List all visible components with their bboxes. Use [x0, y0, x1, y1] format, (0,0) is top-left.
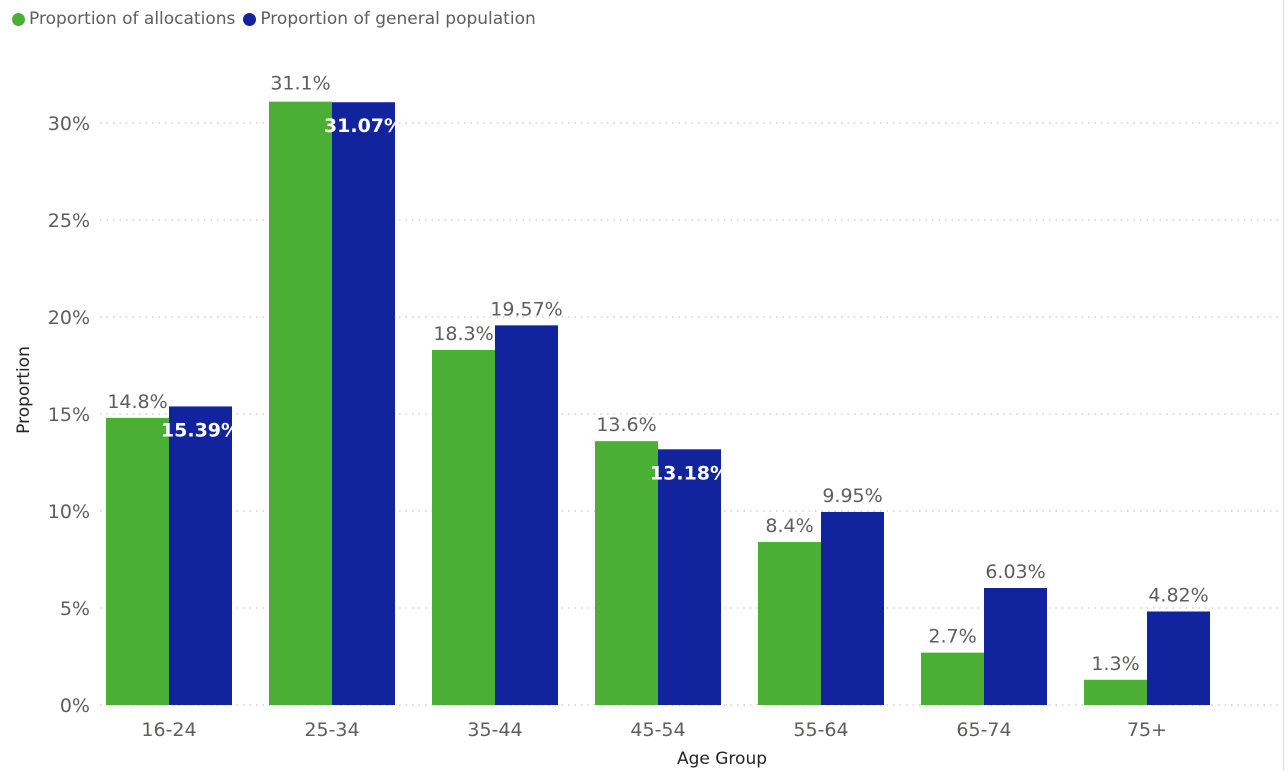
data-label-allocations: 31.1%	[270, 73, 330, 95]
y-tick-label: 0%	[60, 695, 90, 717]
x-tick-label: 25-34	[304, 719, 359, 741]
legend-marker-population	[243, 12, 257, 26]
legend: Proportion of allocations Proportion of …	[12, 9, 544, 29]
data-label-allocations: 1.3%	[1091, 653, 1139, 675]
data-label-population: 4.82%	[1148, 584, 1208, 606]
bar-population	[1147, 611, 1210, 705]
data-label-allocations: 18.3%	[433, 323, 493, 345]
bar-population	[984, 588, 1047, 705]
data-label-population: 9.95%	[822, 485, 882, 507]
legend-label-allocations: Proportion of allocations	[29, 9, 236, 29]
y-tick-label: 10%	[48, 501, 90, 523]
y-tick-label: 25%	[48, 210, 90, 232]
legend-item-population[interactable]: Proportion of general population	[243, 9, 536, 29]
data-label-population: 15.39%	[161, 419, 240, 441]
bar-allocations	[758, 542, 821, 705]
data-label-allocations: 13.6%	[596, 414, 656, 436]
bar-allocations	[106, 417, 169, 705]
legend-item-allocations[interactable]: Proportion of allocations	[12, 9, 235, 29]
legend-marker-allocations	[12, 12, 25, 26]
data-label-allocations: 2.7%	[928, 626, 976, 648]
x-tick-label: 55-64	[793, 719, 848, 741]
data-label-allocations: 14.8%	[107, 391, 167, 413]
data-label-population: 13.18%	[650, 462, 729, 484]
y-axis-ticks: 0% 5% 10% 15% 20% 25% 30%	[48, 113, 90, 717]
bar-allocations	[269, 101, 332, 705]
bar-population	[821, 511, 884, 705]
x-tick-label: 45-54	[630, 719, 685, 741]
y-tick-label: 20%	[48, 307, 90, 329]
x-tick-label: 35-44	[467, 719, 522, 741]
bar-allocations	[595, 441, 658, 705]
x-axis-title: Age Group	[677, 749, 767, 769]
bar-allocations	[432, 349, 495, 705]
y-tick-label: 5%	[60, 598, 90, 620]
y-tick-label: 30%	[48, 113, 90, 135]
bar-allocations	[921, 652, 984, 705]
bar-population	[332, 102, 395, 705]
bar-allocations	[1084, 679, 1147, 705]
data-label-allocations: 8.4%	[765, 515, 813, 537]
bar-population	[495, 325, 558, 705]
data-label-population: 31.07%	[324, 115, 403, 137]
x-tick-label: 75+	[1127, 719, 1167, 741]
bars	[106, 101, 1210, 705]
y-tick-label: 15%	[48, 404, 90, 426]
data-labels: 14.8% 15.39% 31.1% 31.07% 18.3% 19.57% 13.6% 13…	[107, 73, 1208, 675]
right-border	[1283, 0, 1284, 771]
x-tick-label: 16-24	[141, 719, 196, 741]
y-axis-title: Proportion	[14, 346, 34, 434]
bar-population	[658, 449, 721, 705]
x-axis-ticks: 16-24 25-34 35-44 45-54 55-64 65-74 75+	[141, 719, 1167, 741]
data-label-population: 19.57%	[490, 298, 562, 320]
x-tick-label: 65-74	[956, 719, 1011, 741]
bar-population	[169, 406, 232, 705]
data-label-population: 6.03%	[985, 561, 1045, 583]
legend-label-population: Proportion of general population	[260, 9, 536, 29]
